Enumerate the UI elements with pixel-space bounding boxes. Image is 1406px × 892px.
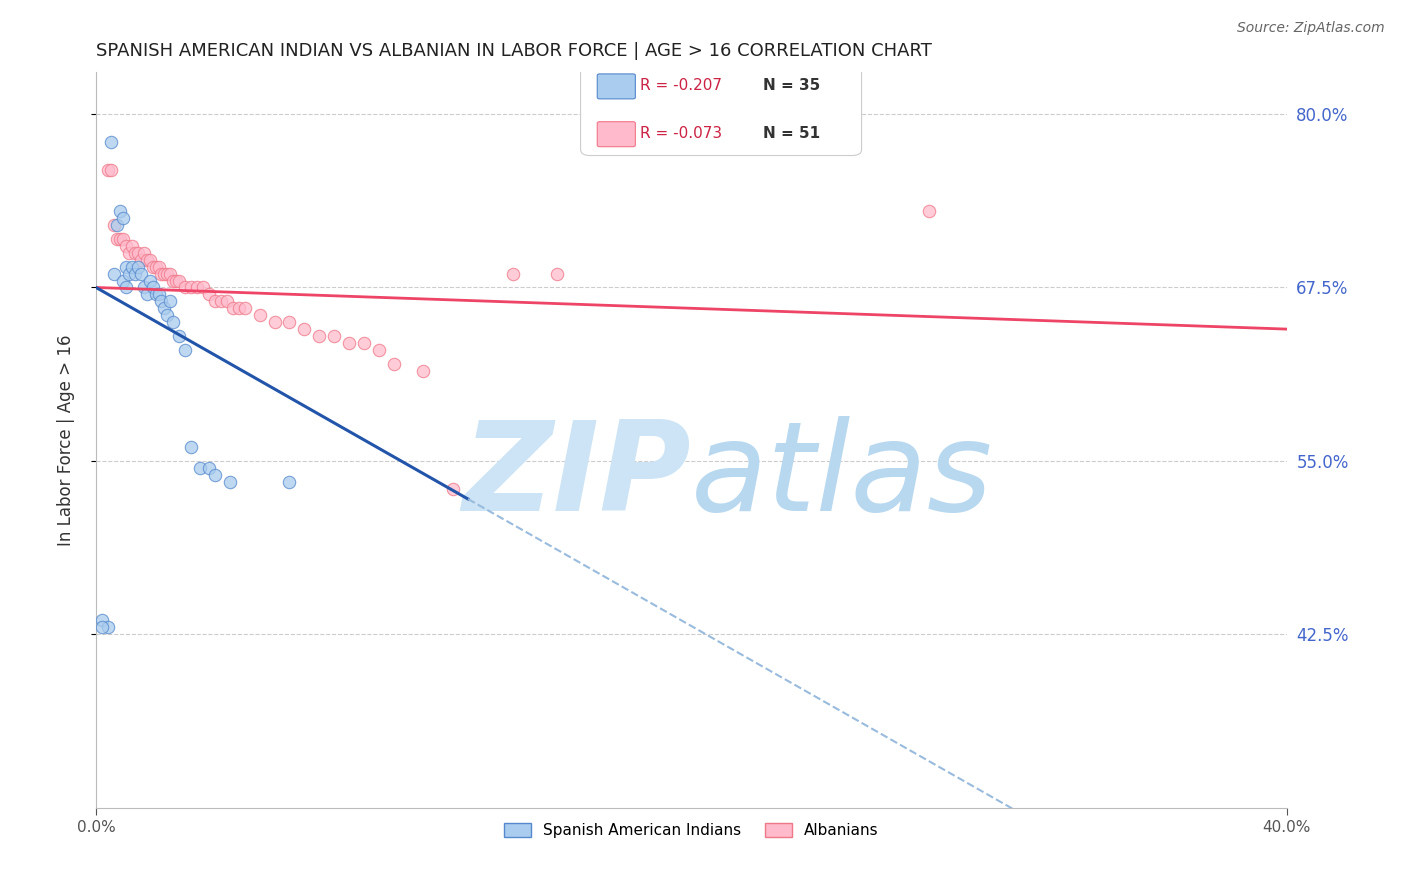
- Point: [323, 329, 346, 343]
- Point: [150, 267, 173, 281]
- Point: [159, 267, 181, 281]
- Point: [100, 162, 122, 177]
- Point: [127, 245, 149, 260]
- Point: [121, 260, 143, 274]
- Point: [441, 482, 464, 496]
- Point: [124, 245, 146, 260]
- Point: [105, 232, 128, 246]
- Point: [278, 475, 301, 489]
- Point: [186, 280, 208, 294]
- Point: [382, 357, 405, 371]
- Point: [228, 301, 250, 316]
- Point: [162, 274, 184, 288]
- Point: [127, 260, 149, 274]
- Point: [114, 280, 136, 294]
- Point: [135, 252, 157, 267]
- Point: [124, 267, 146, 281]
- Point: [204, 467, 226, 482]
- Text: R = -0.073: R = -0.073: [640, 126, 723, 141]
- Point: [114, 260, 136, 274]
- Point: [174, 280, 197, 294]
- Text: N = 35: N = 35: [762, 78, 820, 93]
- Point: [150, 294, 173, 309]
- FancyBboxPatch shape: [598, 74, 636, 99]
- Text: R = -0.207: R = -0.207: [640, 78, 723, 93]
- Point: [180, 440, 202, 454]
- Point: [129, 267, 152, 281]
- Text: ZIP: ZIP: [463, 417, 692, 537]
- Point: [169, 274, 191, 288]
- Point: [412, 364, 434, 378]
- Point: [108, 232, 131, 246]
- Point: [111, 232, 134, 246]
- Point: [135, 287, 157, 301]
- Point: [108, 204, 131, 219]
- Point: [191, 280, 214, 294]
- Point: [121, 239, 143, 253]
- Point: [546, 267, 568, 281]
- Legend: Spanish American Indians, Albanians: Spanish American Indians, Albanians: [498, 817, 884, 844]
- Point: [353, 335, 375, 350]
- Point: [145, 260, 167, 274]
- Point: [308, 329, 330, 343]
- Point: [91, 620, 114, 634]
- FancyBboxPatch shape: [581, 52, 862, 155]
- Text: atlas: atlas: [692, 417, 994, 537]
- Text: N = 51: N = 51: [762, 126, 820, 141]
- Point: [204, 294, 226, 309]
- Point: [198, 287, 221, 301]
- Point: [159, 294, 181, 309]
- Point: [278, 315, 301, 329]
- Point: [156, 308, 179, 322]
- Point: [111, 274, 134, 288]
- Point: [165, 274, 187, 288]
- Point: [91, 614, 114, 628]
- Point: [153, 301, 176, 316]
- Point: [292, 322, 315, 336]
- Point: [156, 267, 179, 281]
- Point: [169, 329, 191, 343]
- Point: [111, 211, 134, 226]
- Point: [148, 287, 170, 301]
- Point: [153, 267, 176, 281]
- Point: [918, 204, 941, 219]
- Y-axis label: In Labor Force | Age > 16: In Labor Force | Age > 16: [58, 334, 75, 546]
- Point: [209, 294, 232, 309]
- Point: [132, 245, 155, 260]
- Point: [502, 267, 524, 281]
- Point: [97, 162, 120, 177]
- Point: [105, 218, 128, 232]
- FancyBboxPatch shape: [598, 121, 636, 146]
- Text: Source: ZipAtlas.com: Source: ZipAtlas.com: [1237, 21, 1385, 35]
- Point: [162, 315, 184, 329]
- Point: [142, 280, 165, 294]
- Point: [188, 460, 211, 475]
- Point: [118, 245, 141, 260]
- Point: [215, 294, 238, 309]
- Point: [138, 252, 160, 267]
- Point: [145, 287, 167, 301]
- Text: SPANISH AMERICAN INDIAN VS ALBANIAN IN LABOR FORCE | AGE > 16 CORRELATION CHART: SPANISH AMERICAN INDIAN VS ALBANIAN IN L…: [96, 42, 932, 60]
- Point: [249, 308, 271, 322]
- Point: [103, 267, 125, 281]
- Point: [198, 460, 221, 475]
- Point: [180, 280, 202, 294]
- Point: [233, 301, 256, 316]
- Point: [222, 301, 245, 316]
- Point: [142, 260, 165, 274]
- Point: [219, 475, 242, 489]
- Point: [263, 315, 285, 329]
- Point: [174, 343, 197, 357]
- Point: [337, 335, 360, 350]
- Point: [97, 620, 120, 634]
- Point: [103, 218, 125, 232]
- Point: [132, 280, 155, 294]
- Point: [100, 135, 122, 149]
- Point: [118, 267, 141, 281]
- Point: [114, 239, 136, 253]
- Point: [138, 274, 160, 288]
- Point: [129, 252, 152, 267]
- Point: [367, 343, 389, 357]
- Point: [148, 260, 170, 274]
